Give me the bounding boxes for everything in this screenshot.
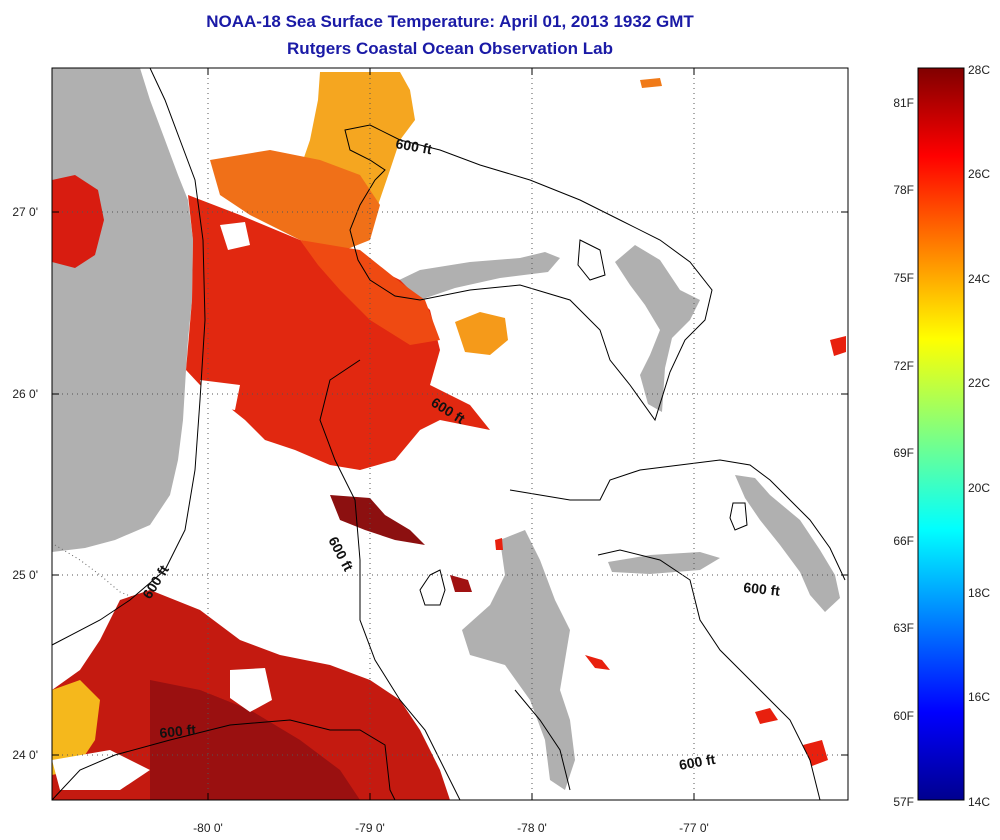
colorbar-fahrenheit-label: 66F (893, 534, 914, 548)
abaco-island (615, 245, 700, 412)
y-tick-label: 27 0' (12, 205, 38, 219)
colorbar-celsius-label: 18C (968, 586, 990, 600)
map-subtitle: Rutgers Coastal Ocean Observation Lab (287, 39, 613, 58)
colorbar-celsius-labels: 28C 26C 24C 22C 20C 18C 16C 14C (968, 63, 990, 809)
colorbar-celsius-label: 14C (968, 795, 990, 809)
colorbar-fahrenheit-label: 72F (893, 359, 914, 373)
colorbar-fahrenheit-label: 60F (893, 709, 914, 723)
y-axis-labels: 27 0' 26 0' 25 0' 24 0' (12, 205, 38, 762)
contour-label: 600 ft (159, 721, 197, 741)
colorbar-celsius-label: 20C (968, 481, 990, 495)
graticule (52, 68, 848, 800)
sst-data-layer (52, 72, 846, 800)
colorbar-celsius-label: 22C (968, 376, 990, 390)
colorbar: 28C 26C 24C 22C 20C 18C 16C 14C 81F 78F … (893, 63, 990, 809)
isobath-contours (52, 68, 846, 800)
x-tick-label: -77 0' (679, 821, 709, 835)
x-axis-labels: -80 0' -79 0' -78 0' -77 0' (193, 821, 709, 835)
contour-label: 600 ft (678, 751, 717, 773)
colorbar-fahrenheit-label: 78F (893, 183, 914, 197)
contour-label: 600 ft (394, 135, 433, 157)
colorbar-fahrenheit-label: 75F (893, 271, 914, 285)
colorbar-celsius-label: 16C (968, 690, 990, 704)
colorbar-fahrenheit-label: 57F (893, 795, 914, 809)
colorbar-celsius-label: 24C (968, 272, 990, 286)
x-tick-label: -80 0' (193, 821, 223, 835)
colorbar-celsius-label: 26C (968, 167, 990, 181)
y-tick-label: 26 0' (12, 387, 38, 401)
colorbar-fahrenheit-label: 69F (893, 446, 914, 460)
map-area: 600 ft 600 ft 600 ft 600 ft 600 ft 600 f… (52, 68, 848, 800)
andros-island (462, 530, 575, 790)
colorbar-gradient (917, 67, 965, 801)
map-ticks (52, 68, 848, 800)
colorbar-fahrenheit-label: 63F (893, 621, 914, 635)
y-tick-label: 25 0' (12, 568, 38, 582)
colorbar-fahrenheit-labels: 81F 78F 75F 72F 69F 66F 63F 60F 57F (893, 96, 914, 809)
contour-label: 600 ft (743, 579, 781, 599)
colorbar-celsius-label: 28C (968, 63, 990, 77)
x-tick-label: -79 0' (355, 821, 385, 835)
eleuthera-island (735, 475, 840, 612)
grand-bahama-island (395, 252, 560, 300)
map-frame (51, 67, 849, 801)
map-title: NOAA-18 Sea Surface Temperature: April 0… (206, 12, 694, 31)
colorbar-fahrenheit-label: 81F (893, 96, 914, 110)
x-tick-label: -78 0' (517, 821, 547, 835)
y-tick-label: 24 0' (12, 748, 38, 762)
